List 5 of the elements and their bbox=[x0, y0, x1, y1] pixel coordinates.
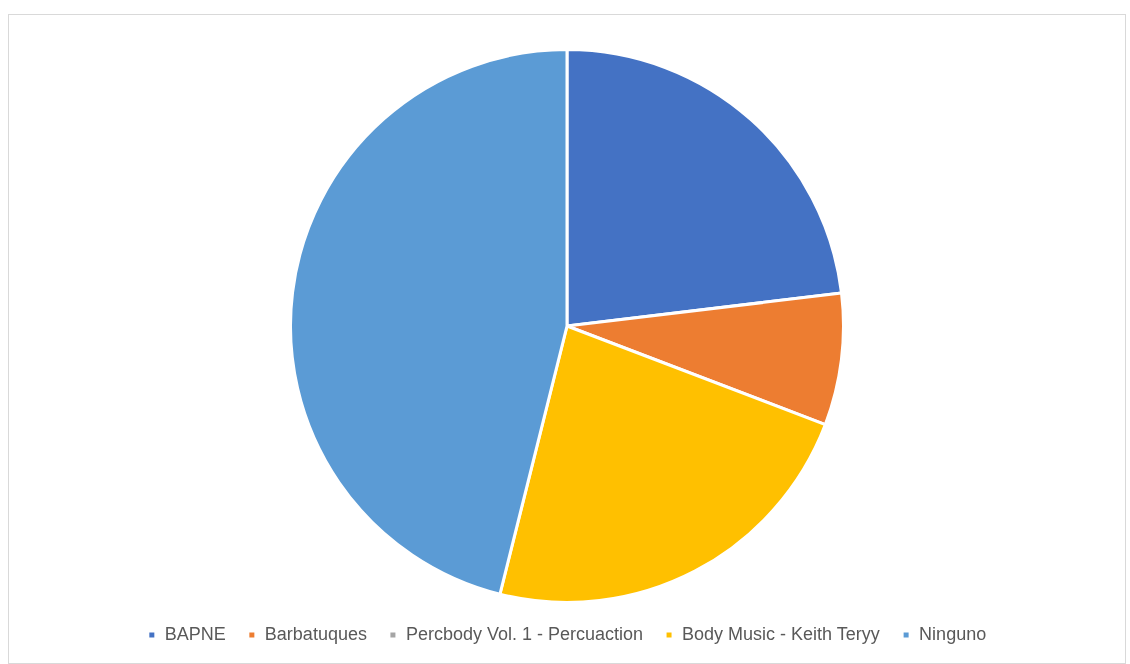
legend-label: Body Music - Keith Teryy bbox=[682, 623, 880, 644]
legend-label: Percbody Vol. 1 - Percuaction bbox=[405, 623, 644, 644]
legend-label: Ninguno bbox=[919, 623, 987, 644]
legend-label: BAPNE bbox=[164, 623, 226, 644]
legend-label: Barbatuques bbox=[264, 623, 367, 644]
